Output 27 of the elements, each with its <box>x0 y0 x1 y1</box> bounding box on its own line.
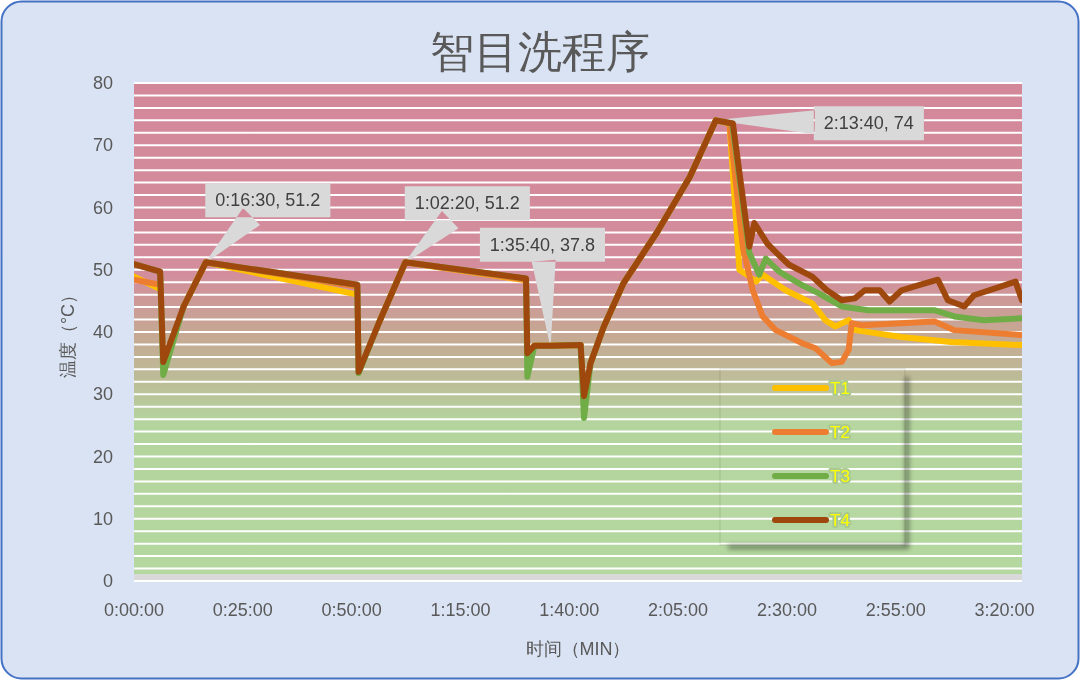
x-tick-label: 2:30:00 <box>756 600 817 620</box>
x-tick-label: 0:50:00 <box>321 600 382 620</box>
y-tick-label: 40 <box>92 322 113 342</box>
x-tick-label: 1:40:00 <box>539 600 600 620</box>
y-tick-label: 70 <box>92 135 113 156</box>
annotation-text: 0:16:30, 51.2 <box>215 190 321 211</box>
y-axis-title: 温度（°C） <box>58 285 78 379</box>
y-tick-label: 50 <box>92 259 113 280</box>
annotation-text: 1:02:20, 51.2 <box>414 193 520 214</box>
annotation-text: 2:13:40, 74 <box>823 113 914 134</box>
legend-label: T3 <box>830 466 850 486</box>
x-tick-label: 3:20:00 <box>974 600 1035 620</box>
x-tick-label: 0:00:00 <box>103 600 165 620</box>
legend-label: T1 <box>830 378 850 398</box>
x-tick-label: 1:15:00 <box>430 600 491 620</box>
title: 智目洗程序 <box>430 27 650 76</box>
y-tick-label: 80 <box>92 73 113 93</box>
x-tick-label: 0:25:00 <box>212 600 273 620</box>
y-tick-label: 0 <box>103 571 113 591</box>
y-tick-label: 20 <box>92 446 113 467</box>
x-tick-label: 2:05:00 <box>648 600 709 620</box>
y-tick-label: 30 <box>92 384 113 405</box>
annotation-text: 1:35:40, 37.8 <box>489 234 595 255</box>
x-tick-label: 2:55:00 <box>865 600 926 620</box>
y-tick-label: 10 <box>92 508 113 529</box>
y-tick-label: 60 <box>92 197 113 218</box>
x-axis-title: 时间（MIN） <box>525 639 631 659</box>
